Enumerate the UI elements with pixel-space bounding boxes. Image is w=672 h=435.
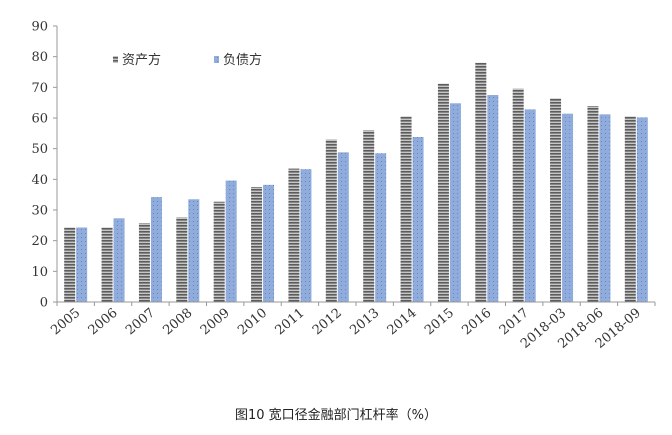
liability-bar-2018-03 [562, 113, 574, 302]
asset-bar-2012 [325, 139, 337, 302]
y-tick-label: 10 [31, 265, 48, 280]
liability-bar-2006 [113, 218, 125, 302]
asset-bar-2018-09 [624, 116, 636, 302]
asset-bar-2018-06 [587, 106, 599, 302]
bar-chart: 0 10 20 30 40 50 60 70 80 90 2005 2006 2007 2008 2009… [31, 20, 656, 352]
y-axis-ticks: 0 10 20 30 40 50 60 70 80 90 [31, 20, 57, 311]
asset-bar-2010 [251, 187, 263, 302]
asset-bar-2015 [437, 83, 449, 302]
y-tick-label: 20 [31, 234, 48, 249]
liability-bar-2012 [337, 152, 349, 302]
x-tick-label: 2013 [347, 306, 382, 339]
y-tick-label: 40 [31, 173, 48, 188]
liability-bar-2011 [300, 169, 312, 302]
liability-bar-2010 [263, 184, 275, 302]
y-tick-label: 0 [40, 296, 48, 311]
liability-bar-2016 [487, 95, 499, 302]
x-tick-label: 2015 [422, 306, 457, 339]
x-tick-label: 2006 [86, 306, 121, 339]
liability-bar-2018-09 [636, 117, 648, 303]
x-tick-label: 2012 [310, 306, 345, 339]
y-tick-label: 70 [31, 81, 48, 96]
asset-legend-swatch [113, 56, 118, 63]
x-axis-ticks: 2005 2006 2007 2008 2009 2010 2011 2012 2013 2014… [48, 302, 656, 352]
asset-bar-2018-03 [550, 98, 562, 302]
legend: 资产方 负债方 [113, 52, 262, 68]
liability-bar-2009 [225, 180, 237, 302]
liability-bar-2013 [375, 153, 387, 302]
y-tick-label: 90 [31, 20, 48, 35]
y-tick-label: 60 [31, 112, 48, 127]
asset-bar-2013 [363, 130, 375, 302]
x-tick-label: 2007 [123, 306, 158, 339]
liability-bar-2008 [188, 199, 200, 302]
x-tick-label: 2008 [160, 306, 195, 339]
figure-caption: 图10 宽口径金融部门杠杆率（%） [234, 408, 438, 423]
liability-bar-2018-06 [599, 114, 611, 302]
x-tick-label: 2010 [235, 306, 270, 339]
liability-bar-2005 [76, 227, 88, 302]
liability-bar-2014 [412, 137, 424, 302]
asset-bar-2017 [512, 88, 524, 302]
x-tick-label: 2014 [385, 306, 420, 339]
y-tick-label: 50 [31, 142, 48, 157]
x-tick-label: 2016 [459, 306, 494, 339]
asset-bar-2007 [138, 223, 150, 302]
liability-legend-label: 负债方 [223, 52, 262, 68]
asset-bar-2016 [475, 62, 487, 302]
asset-bar-2011 [288, 168, 300, 302]
liability-bar-2017 [524, 109, 536, 302]
x-tick-label: 2005 [48, 306, 83, 339]
asset-bar-2008 [176, 217, 188, 302]
liability-bar-2007 [150, 197, 162, 302]
asset-bar-2005 [64, 227, 76, 302]
asset-bar-2014 [400, 116, 412, 302]
asset-bar-2006 [101, 227, 113, 302]
bars [64, 62, 648, 303]
asset-bar-2009 [213, 201, 225, 302]
x-tick-label: 2011 [273, 306, 308, 339]
asset-legend-label: 资产方 [122, 52, 161, 68]
y-tick-label: 80 [31, 50, 48, 65]
y-tick-label: 30 [31, 204, 48, 219]
liability-legend-swatch [214, 56, 219, 63]
liability-bar-2015 [449, 103, 461, 302]
x-tick-label: 2009 [198, 306, 233, 339]
